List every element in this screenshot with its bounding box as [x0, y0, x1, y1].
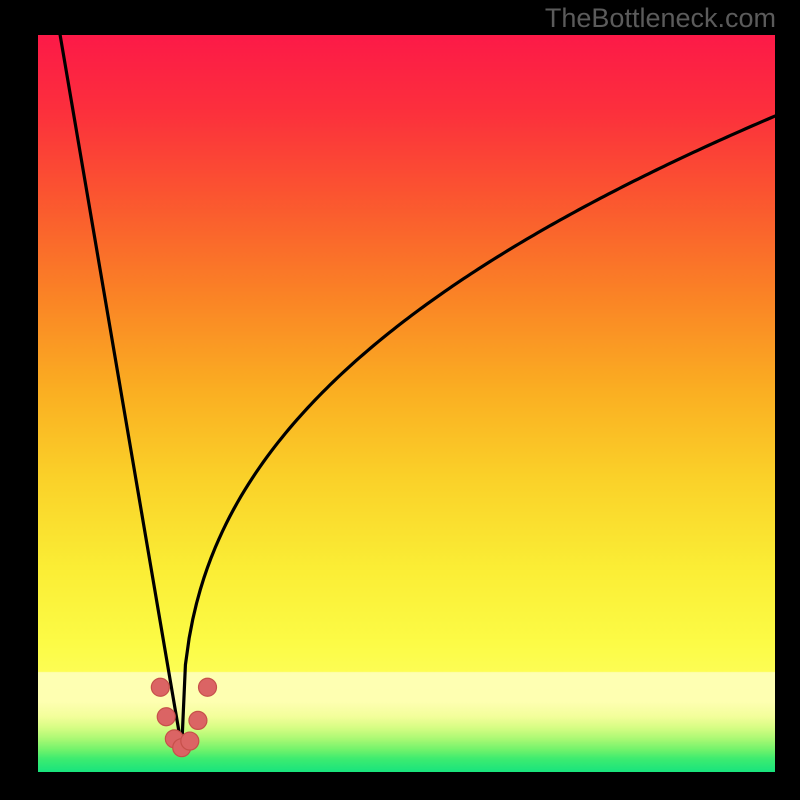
gradient-background: [38, 35, 775, 772]
watermark-text: TheBottleneck.com: [545, 3, 776, 34]
chart-stage: TheBottleneck.com: [0, 0, 800, 800]
